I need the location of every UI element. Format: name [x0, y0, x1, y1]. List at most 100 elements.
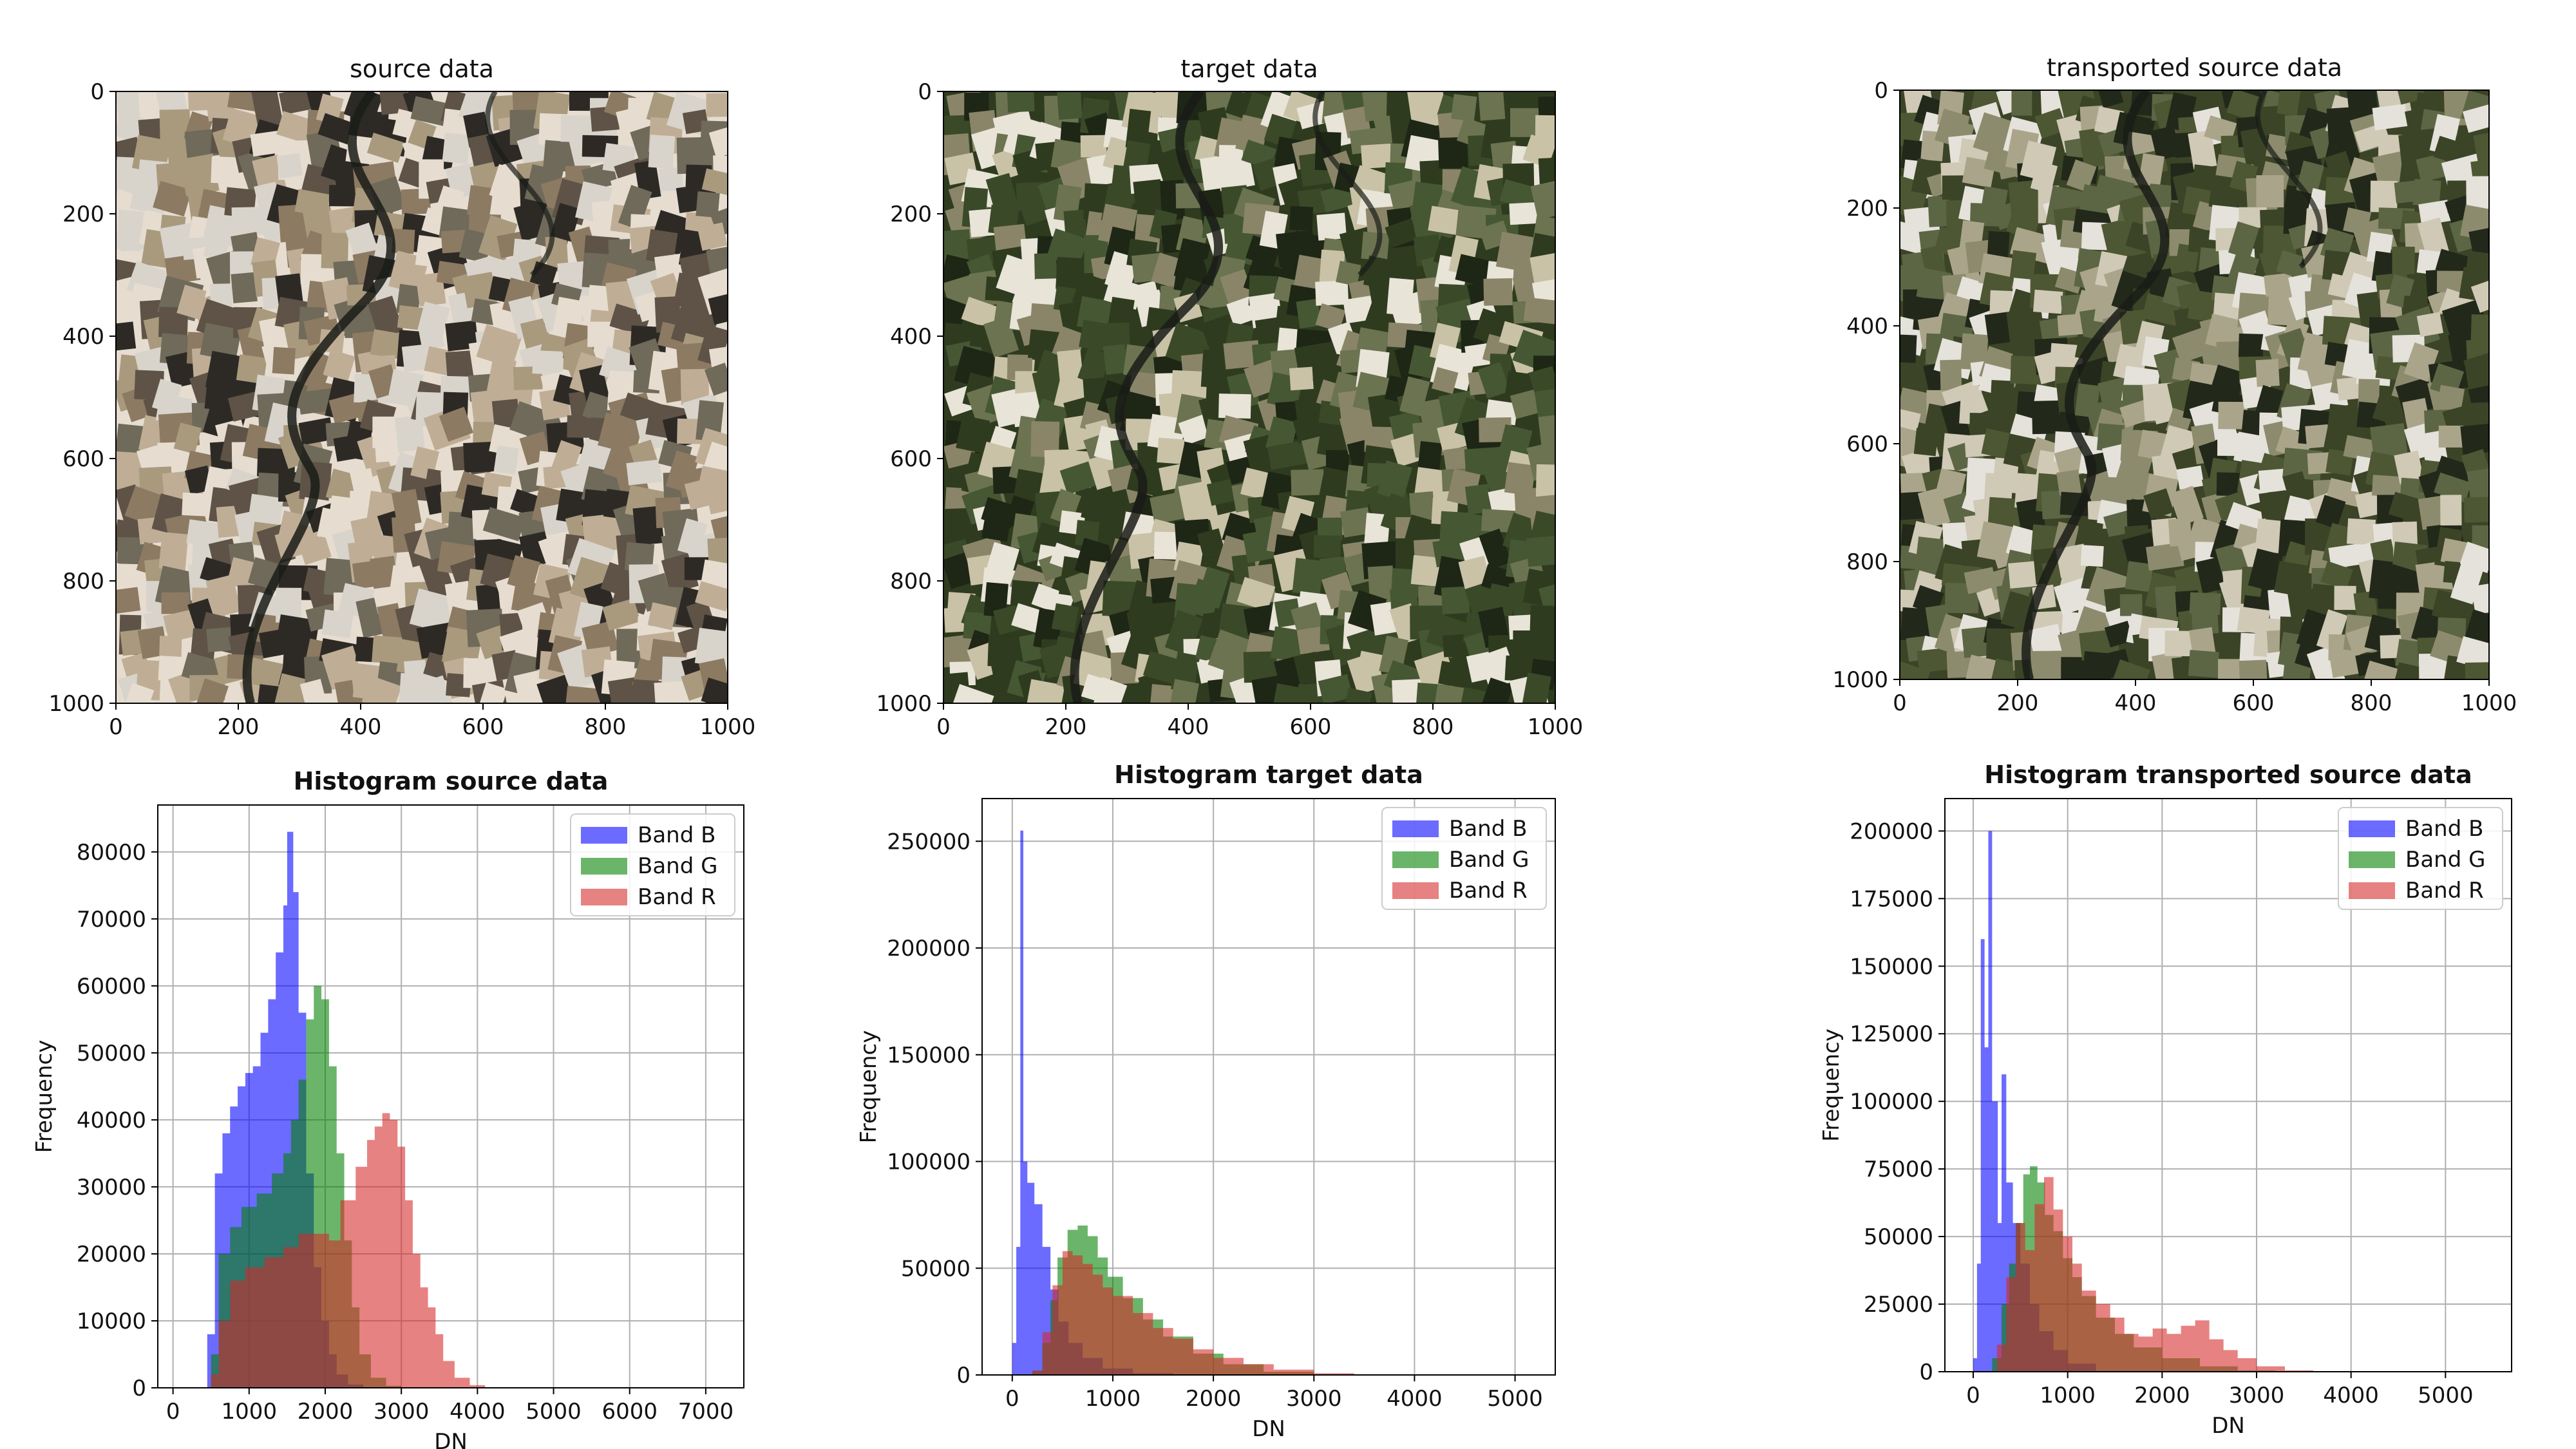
- x-tick-label: 0: [166, 1399, 180, 1425]
- legend-entry: Band B: [2405, 816, 2483, 842]
- x-tick-label: 2000: [1186, 1386, 1242, 1412]
- legend-entry: Band B: [1449, 816, 1527, 842]
- legend-entry: Band R: [638, 884, 716, 910]
- x-tick-label: 600: [2233, 690, 2275, 716]
- y-tick-label: 10000: [77, 1309, 146, 1334]
- panel-title: transported source data: [2047, 53, 2342, 82]
- y-tick-label: 100000: [887, 1150, 971, 1175]
- legend-swatch: [2349, 820, 2395, 837]
- x-tick-label: 3000: [1286, 1386, 1342, 1412]
- histogram-bars: [1002, 830, 1354, 1375]
- chart-title: Histogram source data: [294, 767, 609, 795]
- x-tick-label: 0: [109, 714, 123, 740]
- x-tick-label: 200: [1997, 690, 2039, 716]
- legend-swatch: [581, 827, 627, 844]
- chart-title: Histogram target data: [1114, 761, 1423, 789]
- y-tick-label: 60000: [77, 974, 146, 999]
- x-axis-label: DN: [2211, 1413, 2245, 1439]
- image-frame: [115, 91, 728, 704]
- y-axis-label: Frequency: [1819, 1028, 1844, 1142]
- x-tick-label: 800: [1412, 714, 1454, 740]
- legend-entry: Band G: [1449, 847, 1529, 873]
- legend-swatch: [2349, 851, 2395, 868]
- series-band-b: [1002, 830, 1173, 1375]
- y-tick-label: 200000: [1850, 819, 1933, 844]
- legend-swatch: [2349, 882, 2395, 899]
- y-tick-label: 400: [1846, 314, 1888, 339]
- x-tick-label: 1000: [2040, 1383, 2096, 1408]
- x-tick-label: 0: [1005, 1386, 1019, 1412]
- x-tick-label: 0: [1966, 1383, 1980, 1408]
- x-tick-label: 800: [2351, 690, 2392, 716]
- legend-swatch: [1392, 882, 1439, 899]
- satellite-image: [943, 91, 1555, 703]
- legend: Band B Band G Band R: [1381, 807, 1547, 910]
- x-axis-label: DN: [1252, 1416, 1285, 1442]
- histogram-panel-3: 0 1000 2000 3000 4000 50000250005000075000100…: [1819, 761, 2512, 1439]
- x-tick-label: 200: [1045, 714, 1087, 740]
- legend: Band B Band G Band R: [2338, 807, 2503, 910]
- y-tick-label: 25000: [1864, 1292, 1933, 1318]
- legend-entry: Band G: [638, 853, 717, 879]
- y-tick-label: 50000: [1864, 1224, 1933, 1250]
- y-tick-label: 75000: [1864, 1157, 1933, 1182]
- x-tick-label: 4000: [2323, 1383, 2379, 1408]
- y-tick-label: 0: [1874, 78, 1888, 104]
- y-tick-label: 250000: [887, 829, 971, 855]
- axes-frame: [981, 798, 1556, 1376]
- y-tick-label: 400: [62, 324, 104, 350]
- x-tick-label: 6000: [601, 1399, 658, 1425]
- y-tick-label: 400: [890, 324, 932, 350]
- x-tick-label: 400: [1168, 714, 1209, 740]
- series-band-r: [173, 1113, 486, 1388]
- legend-entry: Band R: [1449, 878, 1528, 904]
- y-tick-label: 600: [1846, 431, 1888, 457]
- y-tick-label: 125000: [1850, 1021, 1933, 1047]
- y-tick-label: 0: [132, 1376, 146, 1401]
- axes-frame: [1944, 798, 2512, 1372]
- satellite-image: [1900, 90, 2489, 679]
- satellite-image: [116, 91, 728, 703]
- image-panel-3: transported source data 0 200 400 600 800 1000…: [1832, 53, 2517, 716]
- y-tick-label: 200000: [887, 936, 971, 961]
- y-tick-label: 40000: [77, 1108, 146, 1133]
- panel-title: source data: [350, 55, 494, 83]
- legend-entry: Band B: [638, 822, 715, 848]
- x-tick-label: 2000: [2134, 1383, 2190, 1408]
- x-tick-label: 1000: [2461, 690, 2517, 716]
- y-tick-label: 800: [1846, 549, 1888, 575]
- x-tick-label: 400: [2115, 690, 2157, 716]
- x-tick-label: 600: [1290, 714, 1332, 740]
- y-tick-label: 1000: [48, 691, 104, 717]
- x-tick-label: 400: [340, 714, 382, 740]
- y-tick-label: 1000: [1832, 667, 1888, 693]
- x-tick-label: 1000: [222, 1399, 278, 1425]
- y-tick-label: 20000: [77, 1242, 146, 1267]
- x-tick-label: 1000: [1085, 1386, 1141, 1412]
- x-tick-label: 5000: [2418, 1383, 2474, 1408]
- legend-entry: Band R: [2405, 878, 2484, 904]
- x-tick-label: 5000: [526, 1399, 582, 1425]
- y-axis-label: Frequency: [856, 1030, 882, 1144]
- y-tick-label: 175000: [1850, 886, 1933, 912]
- x-tick-label: 5000: [1487, 1386, 1543, 1412]
- y-tick-label: 150000: [1850, 954, 1933, 980]
- y-tick-label: 800: [62, 569, 104, 594]
- x-tick-label: 600: [462, 714, 504, 740]
- x-tick-label: 4000: [450, 1399, 506, 1425]
- image-frame: [1899, 90, 2490, 680]
- y-tick-label: 200: [62, 202, 104, 227]
- series-band-b: [173, 831, 364, 1388]
- y-tick-label: 150000: [887, 1043, 971, 1068]
- y-tick-label: 70000: [77, 907, 146, 933]
- y-tick-label: 200: [1846, 196, 1888, 222]
- y-tick-label: 0: [956, 1363, 971, 1388]
- y-tick-label: 80000: [77, 840, 146, 866]
- y-tick-label: 1000: [876, 691, 932, 717]
- x-tick-label: 3000: [2229, 1383, 2285, 1408]
- series-band-r: [1012, 1251, 1354, 1375]
- legend-swatch: [581, 889, 627, 905]
- series-band-b: [1964, 831, 2096, 1372]
